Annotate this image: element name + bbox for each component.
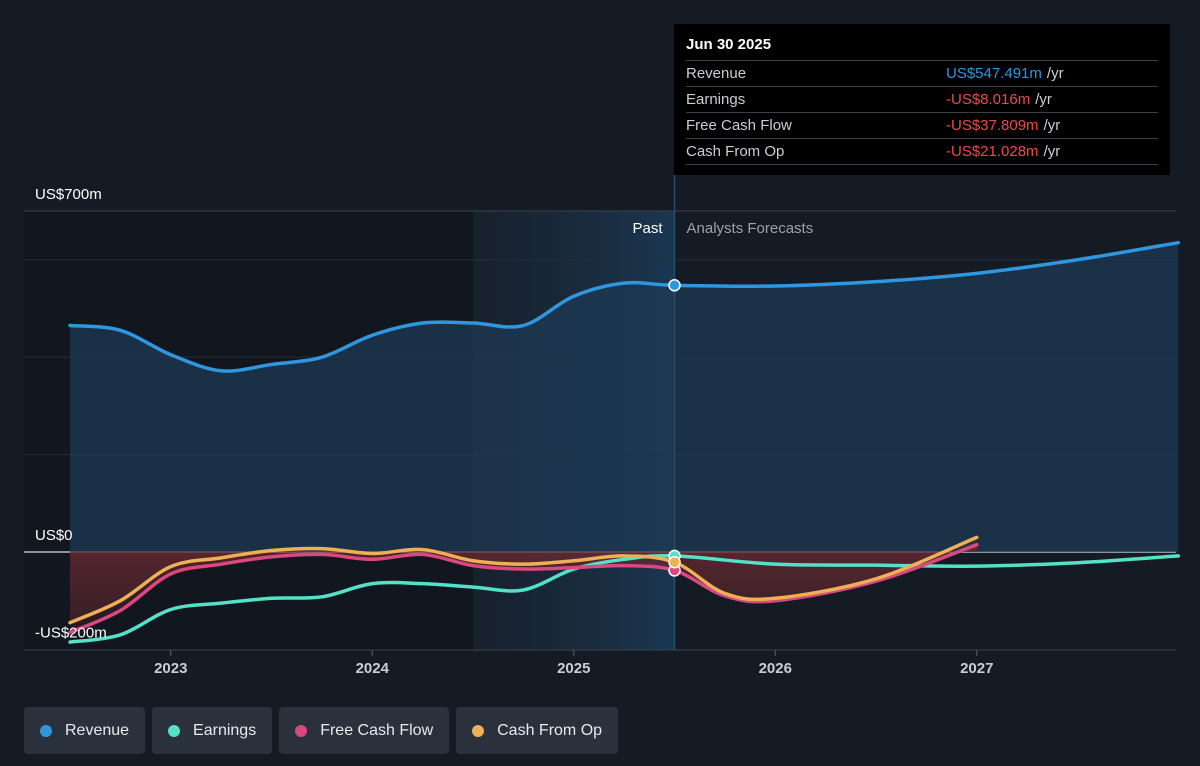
x-tick-label: 2025 <box>557 660 590 677</box>
tooltip-row-label: Revenue <box>686 65 747 82</box>
legend-label: Earnings <box>193 721 257 739</box>
area-free-cash-flow <box>70 544 977 633</box>
legend-item-earnings[interactable]: Earnings <box>152 707 273 754</box>
area-revenue <box>70 242 1179 552</box>
free-cash-flow-dot-icon <box>295 724 308 737</box>
line-revenue <box>68 240 1180 373</box>
tooltip-row-value: -US$37.809m <box>946 117 1039 134</box>
tooltip-row-cash-from-op: Cash From Op -US$21.028m /yr <box>686 138 1158 165</box>
legend-item-revenue[interactable]: Revenue <box>24 707 146 754</box>
tooltip-row-value: -US$8.016m <box>946 91 1031 108</box>
legend-label: Cash From Op <box>497 721 603 739</box>
marker-cash-from-op <box>668 555 681 569</box>
legend-label: Revenue <box>65 721 130 739</box>
tooltip-row-free-cash-flow: Free Cash Flow -US$37.809m /yr <box>686 112 1158 138</box>
x-tick-label: 2023 <box>154 660 187 677</box>
chart-legend: Revenue Earnings Free Cash Flow Cash Fro… <box>24 707 619 754</box>
marker-revenue <box>668 279 681 292</box>
past-label: Past <box>632 220 663 237</box>
legend-item-free-cash-flow[interactable]: Free Cash Flow <box>279 707 450 754</box>
tooltip-panel: Jun 30 2025 Revenue US$547.491m /yr Earn… <box>674 24 1170 175</box>
tooltip-row-earnings: Earnings -US$8.016m /yr <box>686 86 1158 112</box>
tooltip-date: Jun 30 2025 <box>686 36 772 53</box>
legend-item-cash-from-op[interactable]: Cash From Op <box>456 707 619 754</box>
y-axis-label: US$0 <box>35 527 73 544</box>
area-cash-from-op <box>70 537 977 623</box>
y-axis-label: US$700m <box>35 186 102 203</box>
tooltip-row-unit: /yr <box>1035 91 1052 108</box>
forecast-label: Analysts Forecasts <box>687 220 814 237</box>
line-earnings <box>68 553 1180 644</box>
line-cash-from-op <box>68 535 979 625</box>
tooltip-row-revenue: Revenue US$547.491m /yr <box>686 60 1158 86</box>
tooltip-row-unit: /yr <box>1043 117 1061 134</box>
earnings-dot-icon <box>168 724 181 737</box>
tooltip-row-unit: /yr <box>1043 143 1061 160</box>
y-axis-label: -US$200m <box>35 624 107 641</box>
x-tick-label: 2027 <box>960 660 993 677</box>
x-tick-label: 2024 <box>356 660 390 677</box>
tooltip-row-label: Earnings <box>686 91 746 108</box>
tooltip-row-value: US$547.491m <box>946 65 1042 82</box>
legend-label: Free Cash Flow <box>320 721 434 739</box>
revenue-dot-icon <box>40 724 52 737</box>
tooltip-row-label: Cash From Op <box>686 143 785 160</box>
x-tick-label: 2026 <box>759 660 792 677</box>
tooltip-row-value: -US$21.028m <box>946 143 1039 160</box>
tooltip-row-label: Free Cash Flow <box>686 117 792 134</box>
line-free-cash-flow <box>68 542 979 635</box>
cash-from-op-dot-icon <box>472 724 485 737</box>
tooltip-row-unit: /yr <box>1046 65 1064 82</box>
